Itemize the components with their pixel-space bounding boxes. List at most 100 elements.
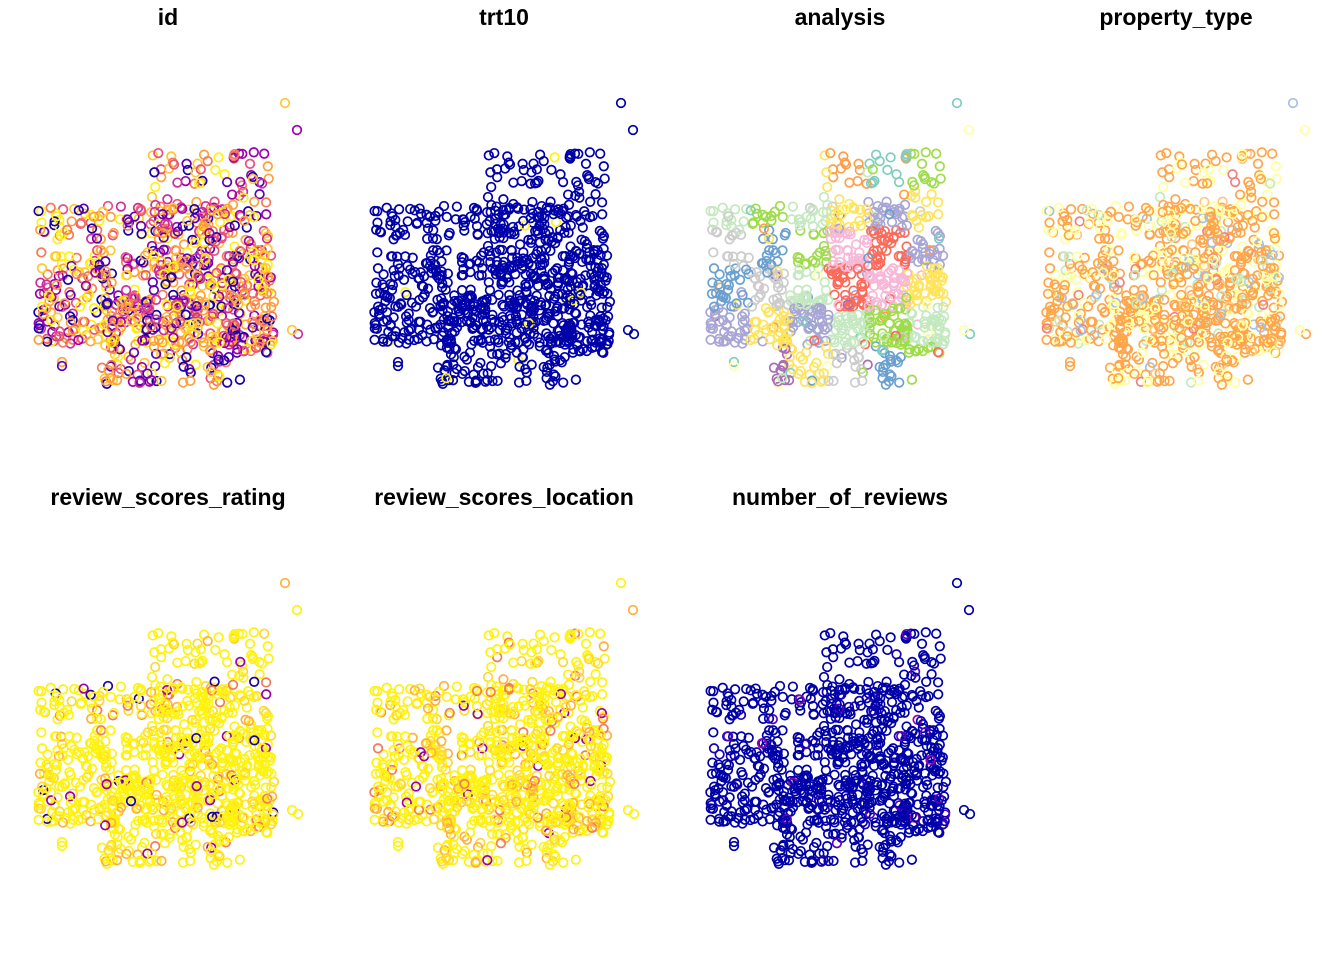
data-point: [1114, 359, 1125, 371]
data-point: [1155, 150, 1166, 161]
data-point: [1181, 297, 1192, 308]
data-point: [205, 846, 217, 858]
data-point: [145, 207, 157, 218]
data-point: [470, 377, 481, 388]
data-point: [121, 368, 132, 380]
data-point: [1110, 200, 1122, 212]
data-point: [498, 194, 509, 205]
data-point: [131, 803, 142, 814]
data-point: [1113, 211, 1124, 223]
data-point: [1178, 252, 1190, 263]
data-point: [718, 315, 729, 326]
data-point: [565, 292, 576, 303]
data-point: [262, 723, 273, 734]
data-point: [106, 359, 117, 371]
data-point: [1174, 323, 1185, 334]
data-point: [1058, 251, 1070, 262]
data-point: [521, 287, 532, 298]
data-point: [549, 354, 560, 365]
data-point: [560, 251, 571, 262]
data-point: [107, 854, 119, 866]
data-point: [52, 792, 63, 803]
data-point: [172, 301, 183, 312]
data-point: [1213, 366, 1225, 378]
data-point: [381, 682, 392, 693]
data-point: [778, 277, 789, 288]
data-point: [821, 167, 832, 178]
data-point: [187, 234, 198, 246]
data-point: [256, 178, 268, 189]
data-point: [227, 707, 238, 718]
data-point: [509, 297, 520, 308]
data-point: [855, 220, 867, 231]
data-point: [129, 293, 140, 304]
data-point: [727, 230, 739, 241]
data-point: [932, 227, 944, 239]
data-point: [793, 368, 804, 380]
data-point: [64, 791, 76, 802]
data-point: [1206, 221, 1217, 232]
data-point: [1119, 375, 1131, 386]
data-point: [457, 269, 469, 281]
data-point: [195, 644, 206, 655]
data-point: [895, 274, 906, 285]
data-point: [938, 301, 949, 313]
data-point: [172, 706, 184, 717]
data-point: [1044, 301, 1056, 312]
data-point: [170, 252, 182, 263]
data-point: [247, 173, 259, 185]
data-point: [238, 192, 249, 203]
data-point: [216, 280, 227, 291]
data-point: [377, 279, 388, 290]
data-point: [145, 687, 157, 698]
data-point: [884, 350, 896, 362]
data-point: [102, 297, 113, 308]
data-point: [487, 375, 498, 387]
data-point: [748, 217, 759, 228]
data-point: [1116, 227, 1127, 239]
data-point: [1257, 255, 1268, 266]
data-point: [88, 303, 100, 314]
data-point: [256, 658, 268, 669]
data-point: [1174, 272, 1185, 283]
data-point: [50, 251, 62, 262]
data-point: [822, 314, 834, 325]
data-point: [100, 266, 111, 277]
data-point: [493, 227, 505, 239]
data-point: [67, 308, 78, 319]
data-point: [171, 221, 183, 233]
data-point: [159, 358, 171, 369]
data-point: [149, 686, 160, 698]
data-point: [35, 757, 46, 768]
data-point: [46, 315, 57, 326]
data-point: [513, 203, 524, 215]
data-point: [56, 836, 68, 848]
data-point: [901, 220, 912, 231]
data-point: [442, 337, 453, 349]
data-point: [547, 267, 558, 279]
data-point: [780, 343, 791, 354]
data-point: [107, 374, 119, 386]
data-point: [515, 295, 526, 306]
data-point: [1062, 301, 1073, 312]
data-point: [534, 817, 545, 828]
data-point: [212, 209, 223, 220]
data-point: [64, 251, 75, 262]
data-point: [540, 279, 552, 291]
data-point: [812, 269, 823, 281]
data-point: [919, 322, 930, 333]
data-point: [1195, 339, 1207, 350]
data-point: [876, 228, 887, 239]
data-point: [1135, 376, 1147, 387]
data-point: [484, 341, 496, 352]
data-point: [584, 627, 595, 638]
data-point: [147, 630, 158, 641]
data-point: [794, 214, 805, 225]
data-point: [122, 743, 133, 755]
data-point: [504, 261, 515, 272]
data-point: [183, 220, 195, 231]
data-point: [531, 273, 542, 284]
data-point: [262, 161, 273, 172]
data-point: [91, 233, 103, 244]
panel-analysis: analysis: [672, 0, 1008, 480]
